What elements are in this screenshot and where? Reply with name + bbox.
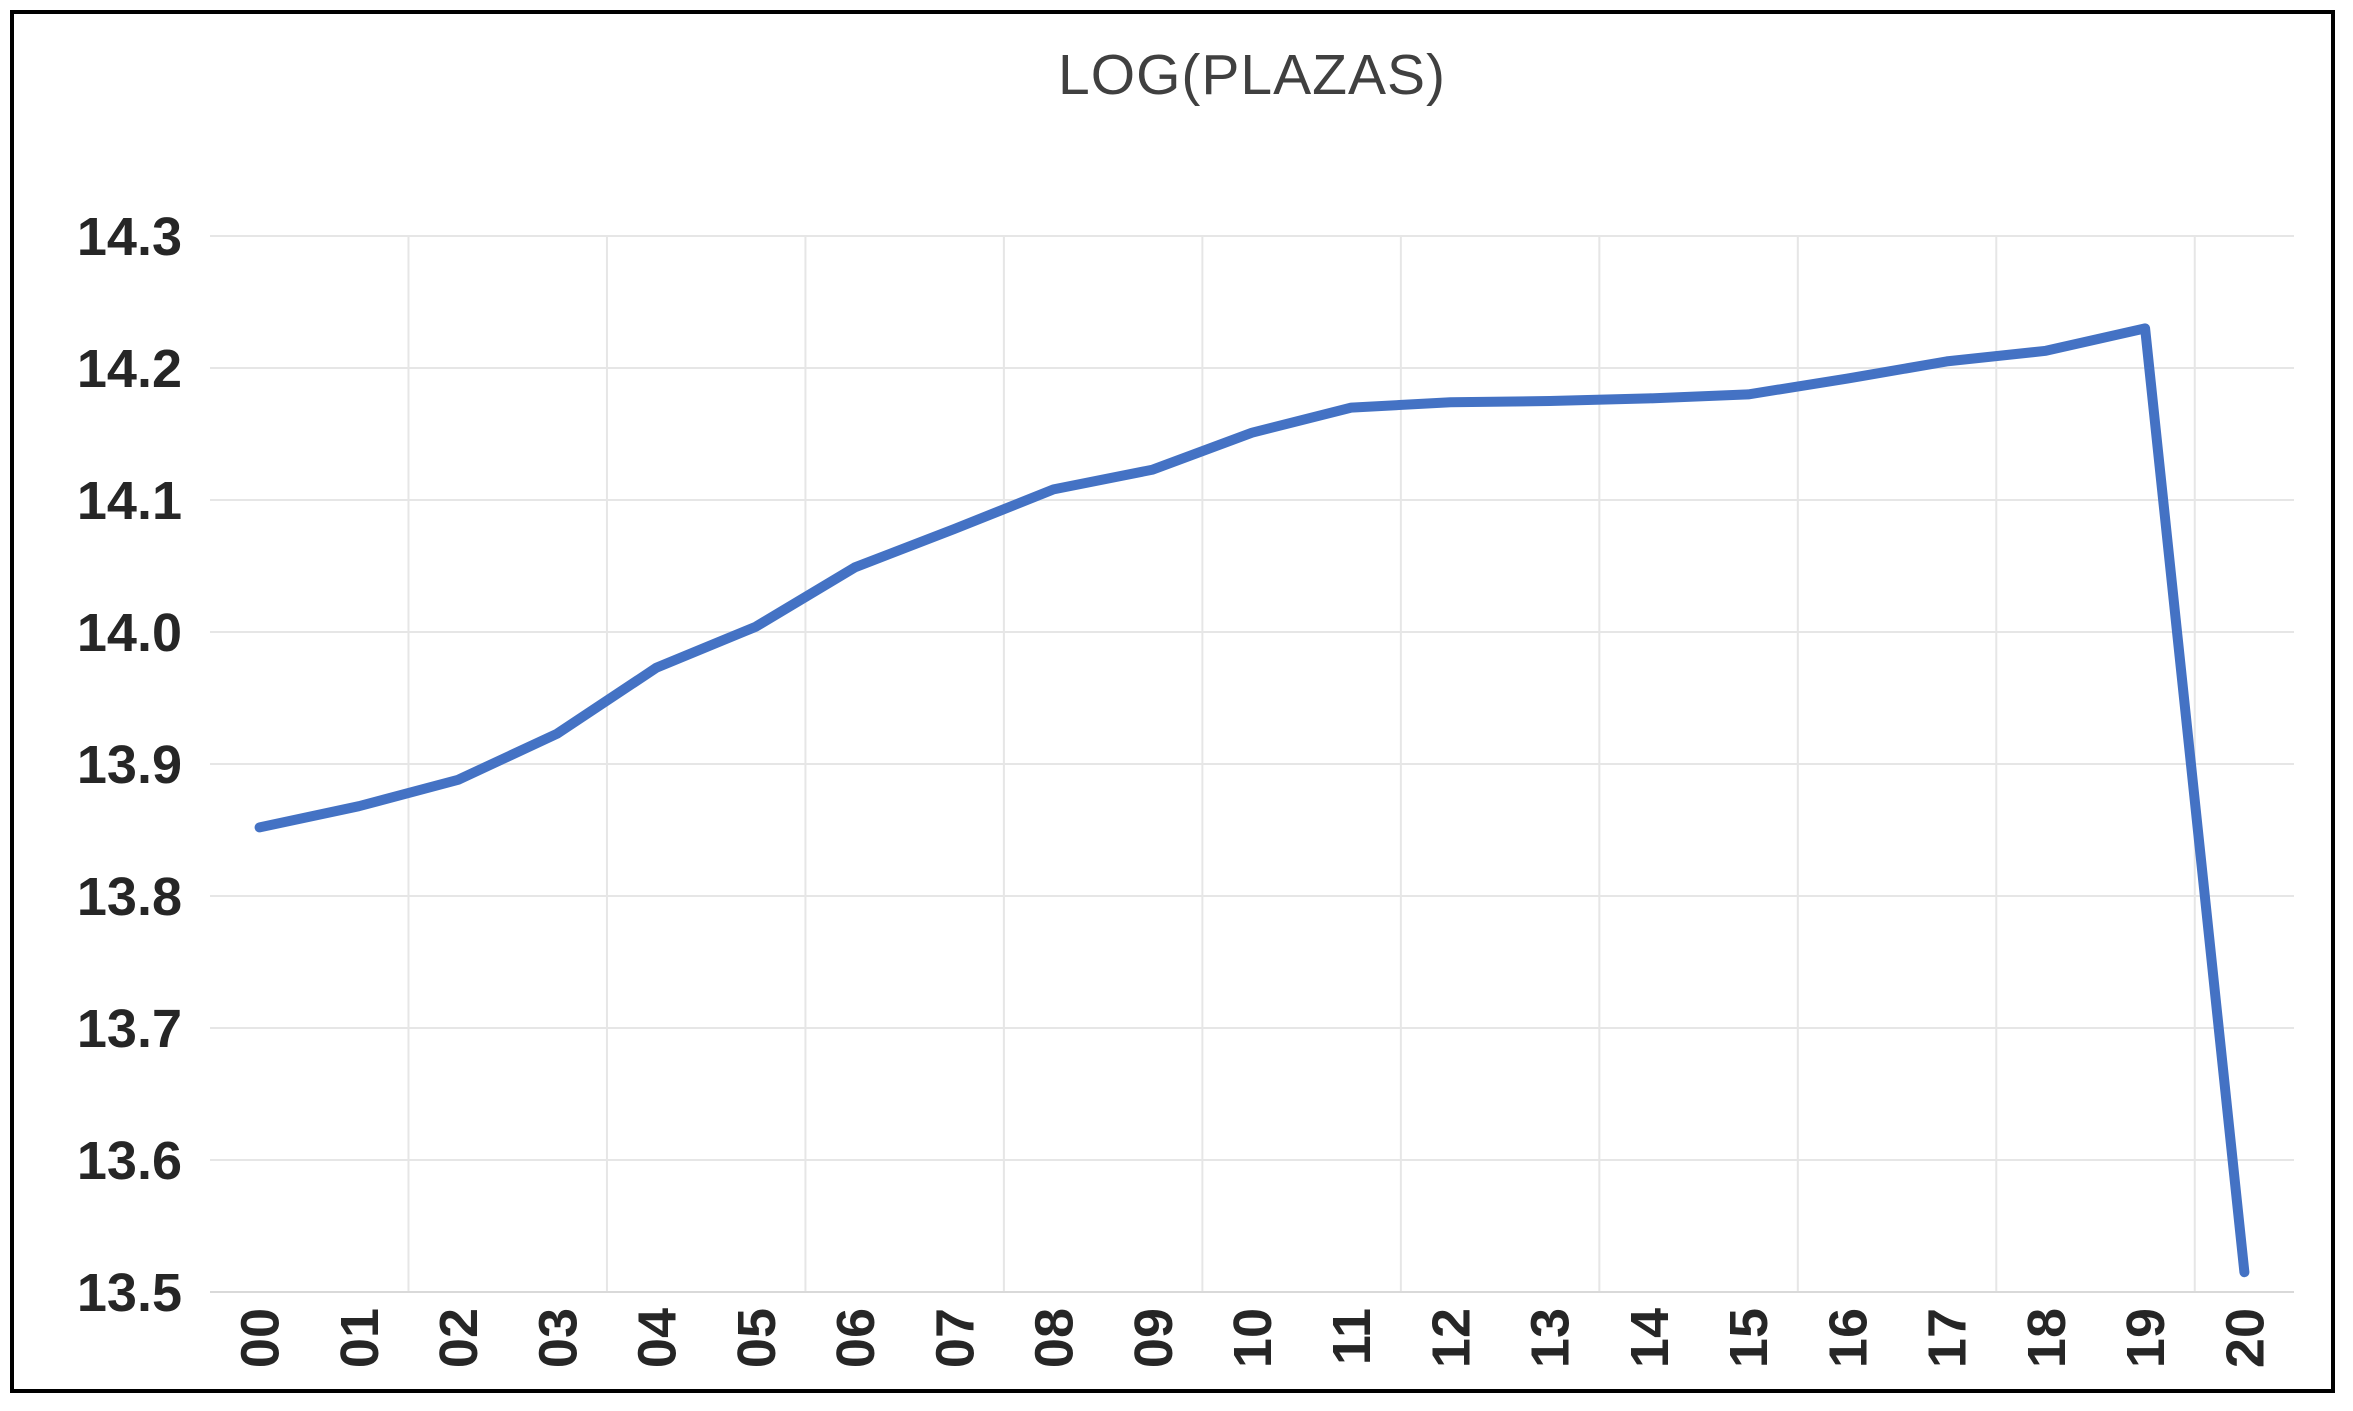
- y-tick-label: 14.3: [77, 207, 182, 267]
- x-tick-label: 14: [1620, 1308, 1680, 1368]
- y-tick-label: 13.9: [77, 735, 182, 795]
- chart-title: LOG(PLAZAS): [1058, 43, 1446, 107]
- y-tick-label: 13.8: [77, 867, 182, 927]
- x-tick-label: 17: [1918, 1308, 1978, 1368]
- x-tick-label: 03: [528, 1308, 588, 1368]
- x-tick-label: 01: [330, 1308, 390, 1368]
- x-tick-label: 16: [1818, 1308, 1878, 1368]
- y-tick-label: 13.6: [77, 1131, 182, 1191]
- x-tick-label: 02: [429, 1308, 489, 1368]
- y-tick-label: 14.1: [77, 471, 182, 531]
- x-tick-label: 06: [826, 1308, 886, 1368]
- x-tick-label: 04: [628, 1308, 688, 1368]
- x-tick-label: 18: [2017, 1308, 2077, 1368]
- x-tick-label: 19: [2116, 1308, 2176, 1368]
- x-tick-label: 00: [231, 1308, 291, 1368]
- x-tick-label: 08: [1025, 1308, 1085, 1368]
- x-tick-label: 13: [1521, 1308, 1581, 1368]
- y-tick-label: 13.7: [77, 999, 182, 1059]
- y-tick-label: 14.2: [77, 339, 182, 399]
- x-tick-label: 11: [1322, 1308, 1382, 1365]
- x-tick-label: 20: [2215, 1308, 2275, 1368]
- x-tick-label: 10: [1223, 1308, 1283, 1368]
- series-line: [254, 323, 2250, 1278]
- y-tick-label: 14.0: [77, 603, 182, 663]
- x-tick-label: 05: [727, 1308, 787, 1368]
- x-tick-label: 15: [1719, 1308, 1779, 1368]
- chart-frame: [10, 10, 2335, 1393]
- x-tick-label: 09: [1124, 1308, 1184, 1368]
- x-tick-label: 07: [925, 1308, 985, 1368]
- y-tick-label: 13.5: [77, 1263, 182, 1323]
- x-tick-label: 12: [1421, 1308, 1481, 1368]
